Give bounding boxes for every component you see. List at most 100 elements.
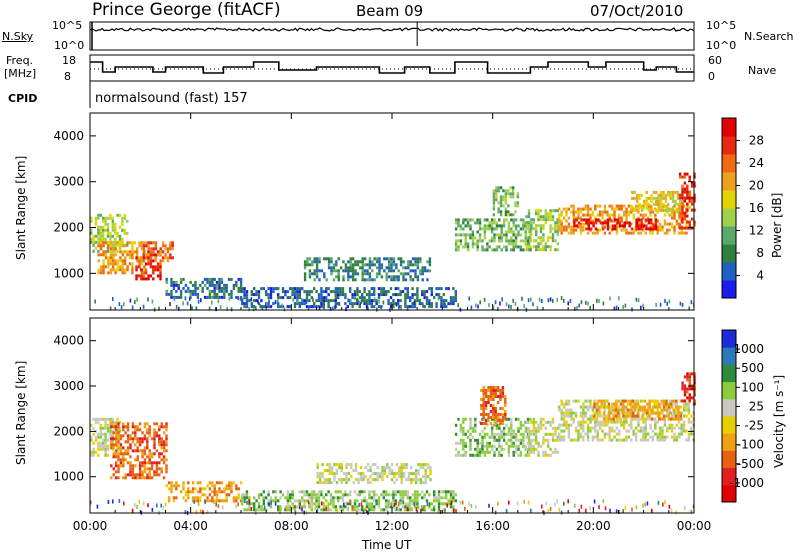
data-cell xyxy=(429,478,432,482)
data-cell xyxy=(470,305,473,310)
data-cell xyxy=(462,420,465,424)
data-cell xyxy=(102,231,105,235)
data-cell xyxy=(675,408,679,412)
data-cell xyxy=(459,242,463,246)
data-cell xyxy=(399,293,402,297)
data-cell xyxy=(285,506,288,511)
data-cell xyxy=(114,268,117,272)
data-cell xyxy=(318,478,322,482)
data-cell xyxy=(414,469,418,473)
data-cell xyxy=(330,481,334,485)
data-cell xyxy=(265,496,268,500)
data-cell xyxy=(267,302,270,306)
data-cell xyxy=(199,487,202,491)
data-cell xyxy=(507,189,510,193)
data-cell xyxy=(654,213,657,217)
data-cell xyxy=(449,505,453,509)
data-cell xyxy=(165,277,168,281)
data-cell xyxy=(487,386,490,389)
data-cell xyxy=(373,257,376,261)
data-cell xyxy=(480,389,483,392)
data-cell xyxy=(658,429,662,433)
data-cell xyxy=(670,405,673,409)
data-cell xyxy=(682,408,686,412)
data-cell xyxy=(269,293,273,297)
data-cell xyxy=(572,399,575,403)
data-cell xyxy=(586,429,590,433)
data-cell xyxy=(598,204,602,208)
data-cell xyxy=(149,241,153,245)
data-cell xyxy=(459,426,463,430)
data-cell xyxy=(522,224,525,228)
data-cell xyxy=(577,207,580,211)
data-cell xyxy=(318,306,321,310)
data-cell xyxy=(155,464,159,468)
data-cell xyxy=(459,500,462,505)
data-cell xyxy=(159,262,162,266)
data-cell xyxy=(99,432,102,436)
data-cell xyxy=(413,301,415,305)
data-cell xyxy=(437,293,441,297)
data-cell xyxy=(512,245,515,249)
data-cell xyxy=(152,241,155,245)
data-cell xyxy=(143,467,147,471)
data-cell xyxy=(517,429,520,433)
data-cell xyxy=(165,449,168,453)
data-cell xyxy=(351,278,355,282)
data-cell xyxy=(413,293,417,297)
data-cell xyxy=(155,431,159,435)
data-cell xyxy=(253,508,256,512)
data-cell xyxy=(551,215,555,219)
data-cell xyxy=(454,493,457,497)
data-cell xyxy=(454,432,458,436)
data-cell xyxy=(353,490,357,494)
data-cell xyxy=(610,213,614,217)
data-cell xyxy=(204,499,206,504)
data-cell xyxy=(466,233,470,237)
data-cell xyxy=(411,293,414,297)
data-cell xyxy=(313,287,316,291)
data-cell xyxy=(321,472,324,476)
data-cell xyxy=(628,221,631,225)
data-cell xyxy=(639,231,643,235)
data-cell xyxy=(527,230,531,234)
data-cell xyxy=(623,224,626,228)
data-cell xyxy=(398,475,401,479)
data-cell xyxy=(153,437,156,441)
data-cell xyxy=(358,490,361,494)
data-cell xyxy=(119,446,123,450)
data-cell xyxy=(405,463,408,467)
data-cell xyxy=(142,247,146,251)
data-cell xyxy=(537,224,540,228)
data-cell xyxy=(666,204,669,208)
data-cell xyxy=(495,189,498,193)
data-cell xyxy=(634,408,637,412)
data-cell xyxy=(416,499,419,503)
data-cell xyxy=(598,228,602,232)
data-cell xyxy=(658,228,662,232)
data-cell xyxy=(678,223,682,227)
data-cell xyxy=(687,405,691,409)
data-cell xyxy=(630,405,633,409)
data-cell xyxy=(474,429,477,433)
data-cell xyxy=(656,399,659,403)
data-cell xyxy=(165,289,168,293)
data-cell xyxy=(499,195,503,199)
data-cell xyxy=(201,286,204,290)
data-cell xyxy=(464,224,467,228)
data-cell xyxy=(131,467,135,471)
data-cell xyxy=(544,212,547,216)
data-cell xyxy=(419,257,422,261)
data-cell xyxy=(490,239,494,243)
data-cell xyxy=(547,441,550,445)
data-cell xyxy=(213,295,216,299)
data-cell xyxy=(129,470,132,474)
data-cell xyxy=(406,496,409,500)
data-cell xyxy=(166,250,170,254)
data-cell xyxy=(690,300,693,305)
data-cell xyxy=(182,286,185,290)
data-cell xyxy=(320,287,323,291)
data-cell xyxy=(594,426,597,430)
data-cell xyxy=(106,222,110,226)
data-cell xyxy=(512,435,515,439)
